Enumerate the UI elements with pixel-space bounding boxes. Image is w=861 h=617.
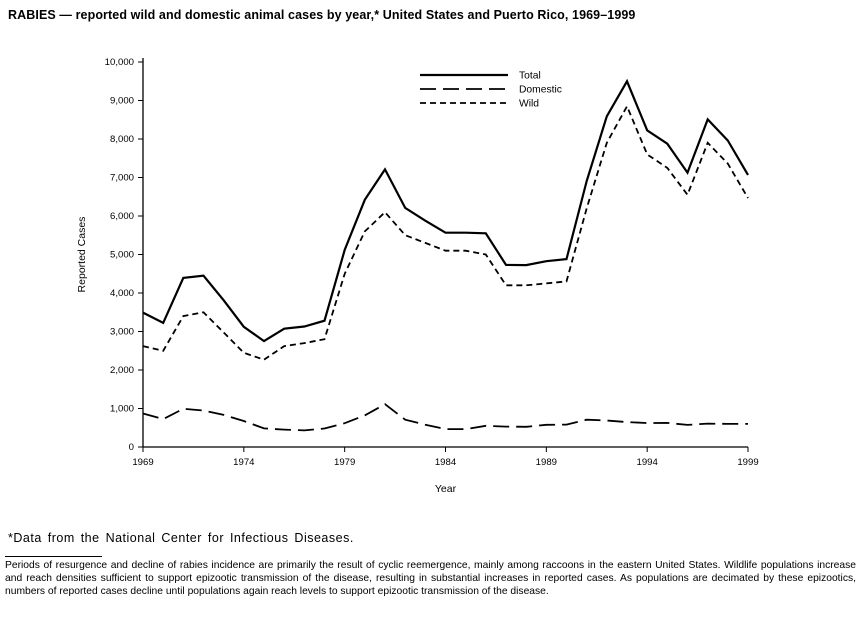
series-line-total xyxy=(142,78,749,343)
legend-label-domestic: Domestic xyxy=(519,85,562,96)
y-axis-label: Reported Cases xyxy=(76,217,88,293)
x-tick-label: 1969 xyxy=(132,457,153,468)
x-axis-label: Year xyxy=(435,483,457,495)
x-tick-label: 1979 xyxy=(334,457,355,468)
legend-label-total: Total xyxy=(519,71,541,82)
y-tick-label: 5,000 xyxy=(110,250,134,261)
x-tick-label: 1974 xyxy=(233,457,255,468)
page-title: RABIES — reported wild and domestic anim… xyxy=(8,8,636,22)
y-tick-label: 6,000 xyxy=(110,211,134,222)
y-tick-label: 10,000 xyxy=(105,57,134,68)
x-tick-label: 1994 xyxy=(636,457,658,468)
y-tick-label: 7,000 xyxy=(110,173,134,184)
chart-area: 0 1,000 2,000 3,000 4,000 5,000 6,000 7,000 8,00… xyxy=(76,57,759,495)
legend-label-wild: Wild xyxy=(519,99,539,110)
y-tick-label: 3,000 xyxy=(110,327,134,338)
x-tick-label: 1999 xyxy=(737,457,758,468)
figure-caption: Periods of resurgence and decline of rab… xyxy=(5,560,856,597)
y-tick-label: 1,000 xyxy=(110,404,134,415)
series-line-domestic xyxy=(142,403,748,432)
series-line-wild xyxy=(142,104,749,361)
y-tick-label: 9,000 xyxy=(110,96,134,107)
y-tick-label: 2,000 xyxy=(110,365,134,376)
x-tick-label: 1984 xyxy=(435,457,457,468)
x-tick-label: 1989 xyxy=(536,457,557,468)
data-source-footnote: *Data from the National Center for Infec… xyxy=(8,531,354,545)
rabies-line-chart: 0 1,000 2,000 3,000 4,000 5,000 6,000 7,000 8,00… xyxy=(76,57,759,495)
footnote-separator-rule xyxy=(5,556,102,557)
y-tick-label: 4,000 xyxy=(110,288,134,299)
y-tick-label: 0 xyxy=(129,442,134,453)
y-tick-label: 8,000 xyxy=(110,134,134,145)
